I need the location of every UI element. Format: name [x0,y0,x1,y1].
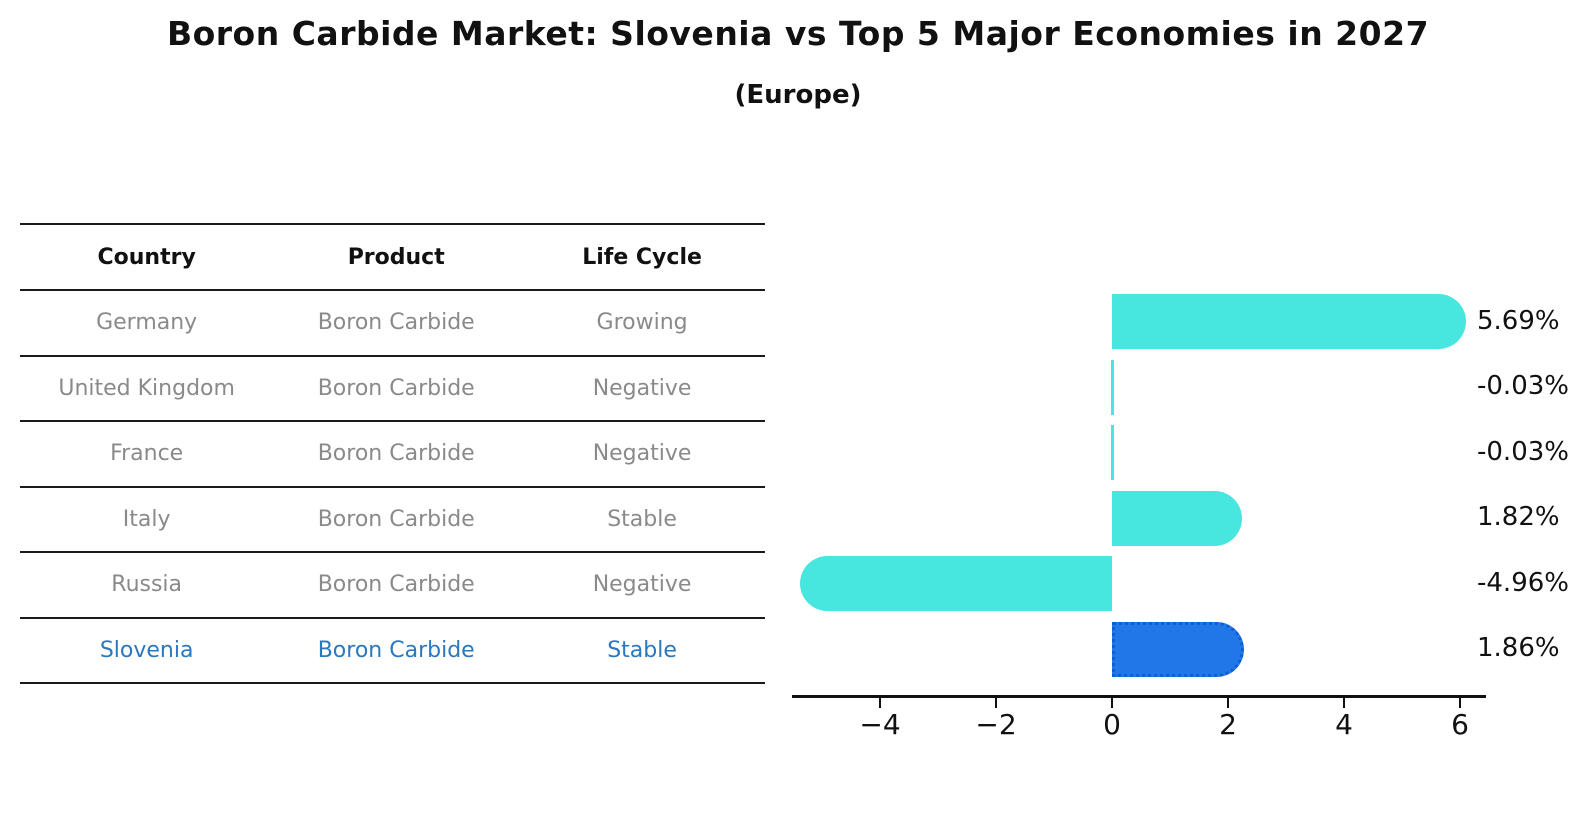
product-cell: Boron Carbide [317,310,475,336]
bar-united-kingdom [1110,359,1114,415]
table-row: Italy Boron Carbide Stable [20,488,765,553]
life-cycle-cell: Stable [607,506,677,532]
table-row: United Kingdom Boron Carbide Negative [20,357,765,422]
x-axis-tick [879,698,881,708]
country-cell: United Kingdom [58,375,235,401]
country-cell: Russia [111,572,183,598]
product-cell: Boron Carbide [317,637,475,663]
product-cell: Boron Carbide [317,375,475,401]
country-cell: Italy [122,506,171,532]
table-header-row: Country Product Life Cycle [20,225,765,291]
column-header-country: Country [97,244,196,270]
table-row: Germany Boron Carbide Growing [20,291,765,357]
x-axis-tick-label: 0 [1103,708,1121,741]
bar-value-label: -4.96% [1477,567,1569,598]
x-axis-tick [1459,698,1461,708]
bar-slovenia [1112,621,1244,677]
table-row: Russia Boron Carbide Negative [20,553,765,619]
bar-value-label: 1.82% [1477,502,1560,533]
x-axis-tick [995,698,997,708]
table-body: Germany Boron Carbide Growing United Kin… [20,291,765,684]
column-header-product: Product [347,244,445,270]
x-axis-tick-label: −2 [975,708,1017,741]
x-axis-tick [1111,698,1113,708]
product-cell: Boron Carbide [317,506,475,532]
country-cell: France [110,441,184,467]
life-cycle-cell: Stable [607,637,677,663]
x-axis-tick-label: 4 [1335,708,1353,741]
bar-germany [1112,294,1467,350]
table-row: Slovenia Boron Carbide Stable [20,619,765,684]
table-row: France Boron Carbide Negative [20,422,765,488]
country-cell: Germany [96,310,198,336]
x-axis-tick-label: 6 [1451,708,1469,741]
bar-value-label: -0.03% [1477,436,1569,467]
x-axis-line [792,695,1486,698]
bar-value-label: 1.86% [1477,633,1560,664]
x-axis-tick [1343,698,1345,708]
product-cell: Boron Carbide [317,441,475,467]
bar-france [1110,425,1114,481]
page-subtitle: (Europe) [734,80,862,110]
x-axis-tick-label: −4 [859,708,901,741]
country-table: Country Product Life Cycle Germany Boron… [20,223,765,684]
life-cycle-cell: Negative [592,375,692,401]
bar-value-label: -0.03% [1477,371,1569,402]
life-cycle-cell: Growing [596,310,688,336]
bar-russia [800,556,1112,612]
x-axis-tick [1227,698,1229,708]
bar-italy [1112,490,1242,546]
column-header-life-cycle: Life Cycle [582,244,702,270]
x-axis-tick-label: 2 [1219,708,1237,741]
product-cell: Boron Carbide [317,572,475,598]
country-cell: Slovenia [99,637,194,663]
page-title: Boron Carbide Market: Slovenia vs Top 5 … [166,14,1430,53]
life-cycle-cell: Negative [592,572,692,598]
life-cycle-cell: Negative [592,441,692,467]
bar-value-label: 5.69% [1477,305,1560,336]
